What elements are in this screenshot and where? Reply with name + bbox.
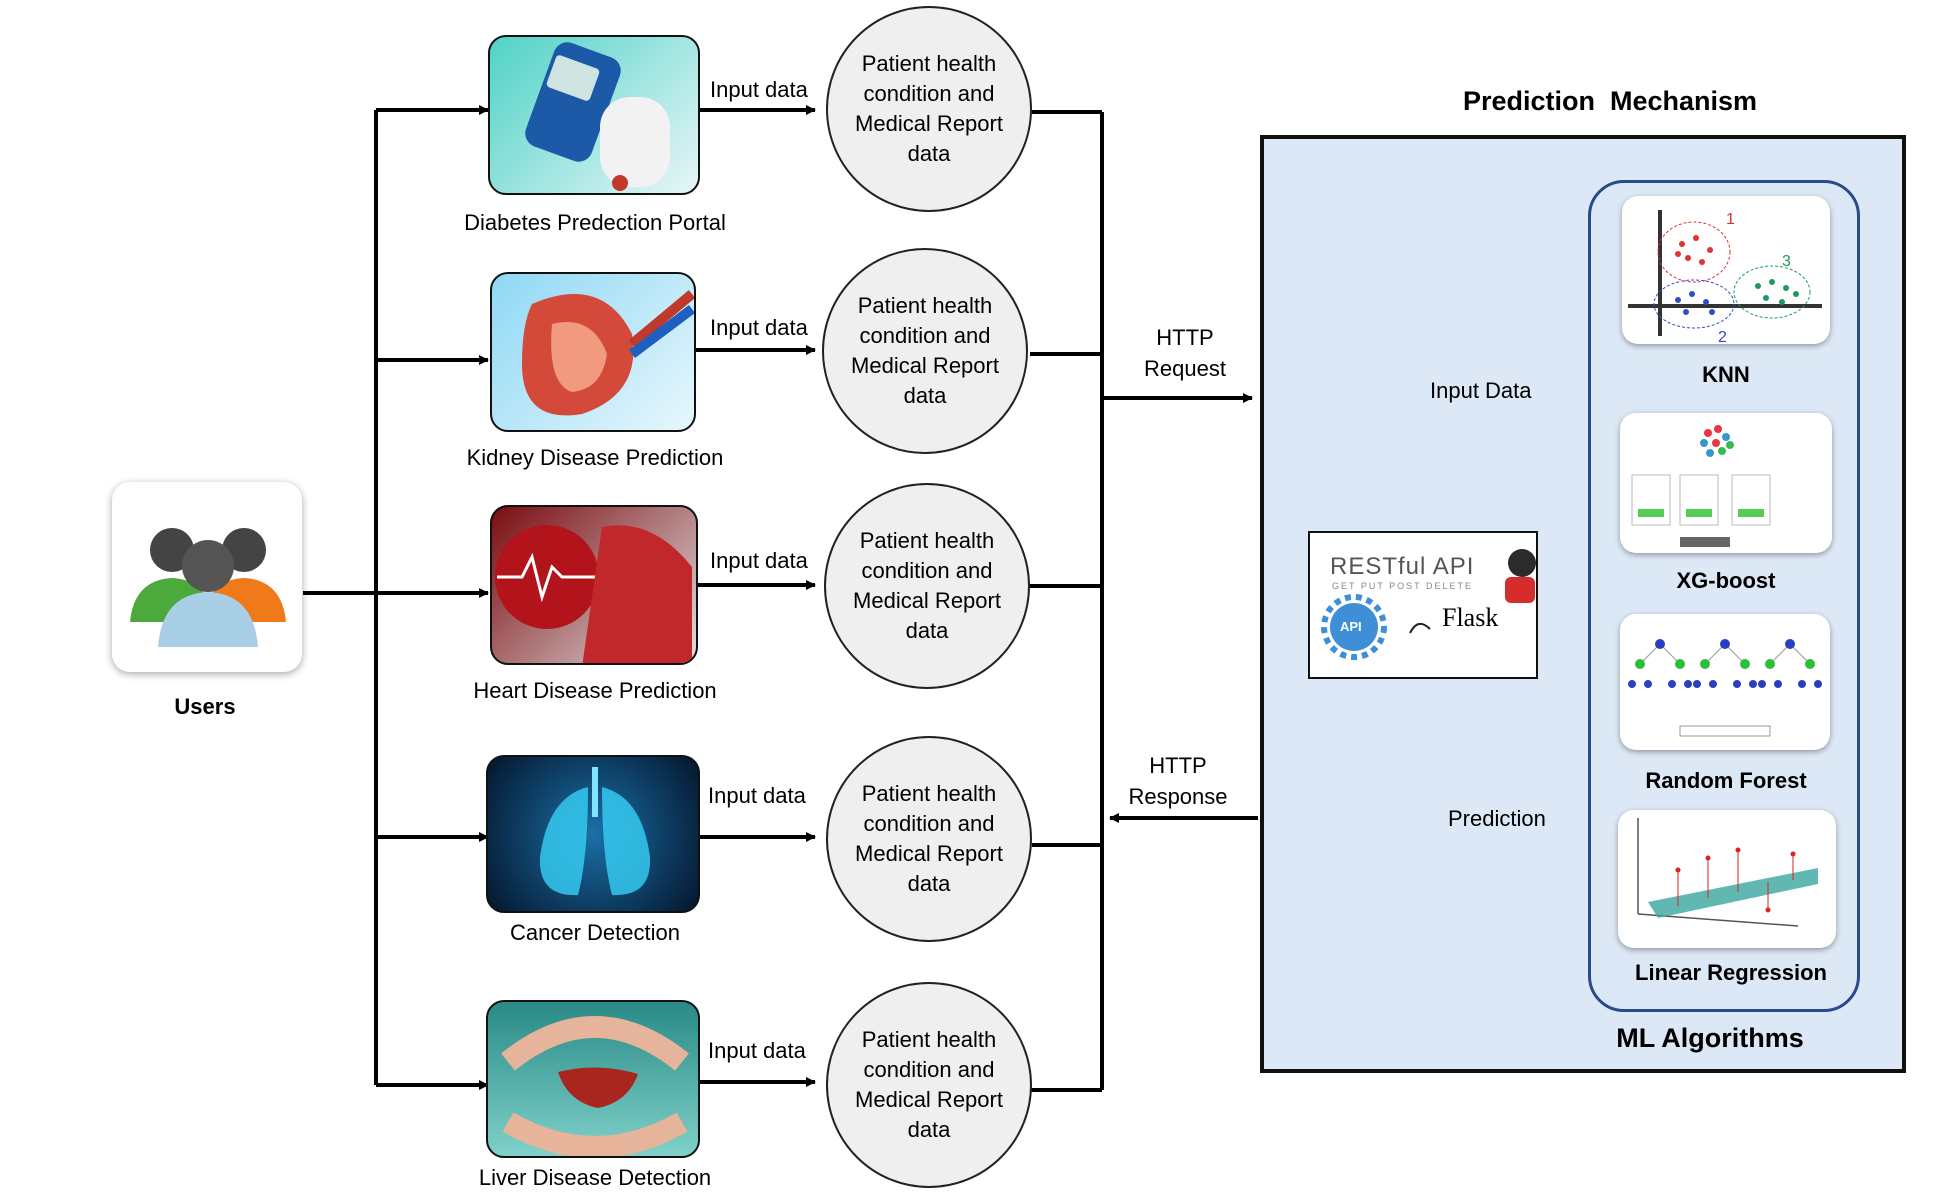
algo-label-xgboost: XG-boost [1676, 568, 1776, 593]
cancer-portal-tile[interactable] [486, 755, 700, 913]
glucose-meter-icon [525, 42, 670, 191]
users-tile [112, 482, 302, 672]
heart-icon [495, 525, 692, 663]
input-data-label: Input data [710, 315, 808, 340]
users-group-icon [130, 528, 286, 647]
cluster-label: 1 [1726, 211, 1735, 228]
patient-data-circle: Patient health condition and Medical Rep… [826, 736, 1032, 942]
ml-algorithms-title: ML Algorithms [1616, 1023, 1804, 1053]
random-forest-icon [1628, 639, 1822, 737]
xgboost-icon [1631, 425, 1771, 547]
api-badge: API [1340, 619, 1362, 634]
input-data-label: Input data [708, 1038, 806, 1063]
mechanism-title: Prediction Mechanism [1462, 86, 1758, 116]
restful-api-box[interactable]: RESTful API GET PUT POST DELETE API Flas… [1308, 531, 1538, 679]
linear-regression-icon [1637, 818, 1818, 927]
api-methods: GET PUT POST DELETE [1332, 581, 1474, 591]
portal-name-heart: Heart Disease Prediction [473, 678, 717, 703]
cluster-label: 3 [1782, 253, 1791, 270]
patient-data-circle: Patient health condition and Medical Rep… [822, 248, 1028, 454]
kidney-portal-tile[interactable] [490, 272, 696, 432]
input-data-label: Input data [710, 548, 808, 573]
cluster-label: 2 [1718, 329, 1727, 344]
knn-cluster-icon: 1 2 3 [1628, 210, 1822, 344]
input-data-label: Input data [710, 77, 808, 102]
api-graphics [1321, 549, 1536, 660]
knn-card[interactable]: 1 2 3 [1622, 196, 1830, 344]
algo-label-knn: KNN [1702, 362, 1750, 387]
input-data-label: Input data [708, 783, 806, 808]
api-title: RESTful API [1330, 553, 1475, 580]
prediction-label: Prediction [1448, 806, 1546, 831]
kidney-icon [522, 290, 694, 416]
heart-portal-tile[interactable] [490, 505, 698, 665]
algo-label-random-forest: Random Forest [1645, 768, 1807, 793]
liver-icon [501, 1016, 689, 1156]
xgboost-card[interactable] [1620, 413, 1832, 553]
patient-data-circle: Patient health condition and Medical Rep… [826, 6, 1032, 212]
lungs-xray-icon [539, 767, 651, 896]
http-request-label: HTTP Request [1144, 325, 1226, 381]
random-forest-card[interactable] [1620, 614, 1830, 750]
diabetes-portal-tile[interactable] [488, 35, 700, 195]
portal-name-diabetes: Diabetes Predection Portal [464, 210, 726, 235]
algo-label-linear-regression: Linear Regression [1635, 960, 1827, 985]
ml-algorithms-box [1588, 180, 1860, 1012]
portal-name-liver: Liver Disease Detection [478, 1165, 712, 1190]
http-response-label: HTTP Response [1128, 753, 1228, 809]
portal-name-kidney: Kidney Disease Prediction [466, 445, 724, 470]
liver-portal-tile[interactable] [486, 1000, 700, 1158]
patient-data-circle: Patient health condition and Medical Rep… [826, 982, 1032, 1188]
users-label: Users [174, 694, 236, 719]
flask-logo: Flask [1442, 603, 1499, 632]
linear-regression-card[interactable] [1618, 810, 1836, 948]
portal-name-cancer: Cancer Detection [510, 920, 680, 945]
input-data-label-api: Input Data [1430, 378, 1532, 403]
patient-data-circle: Patient health condition and Medical Rep… [824, 483, 1030, 689]
